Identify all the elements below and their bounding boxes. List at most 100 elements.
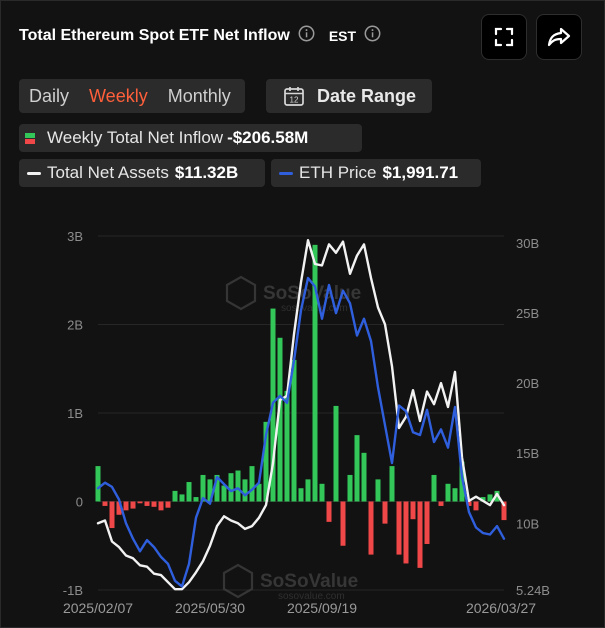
inflow-bar[interactable] (473, 501, 479, 511)
inflow-bar[interactable] (102, 501, 108, 506)
y-left-tick-label: 0 (76, 495, 83, 510)
date-range-button[interactable]: 12 Date Range (266, 79, 432, 113)
tab-weekly[interactable]: Weekly (89, 85, 148, 106)
y-right-tick-label: 5.24B (516, 583, 550, 598)
x-tick-label: 2025/02/07 (63, 600, 133, 616)
inflow-bar[interactable] (424, 501, 430, 544)
inflow-bar[interactable] (123, 501, 129, 511)
legend-assets-value: $11.32B (174, 163, 239, 182)
inflow-bar[interactable] (200, 474, 206, 502)
y-right-tick-label: 30B (516, 236, 539, 251)
inflow-bar[interactable] (256, 483, 262, 502)
fullscreen-button[interactable] (481, 14, 527, 60)
inflow-bar[interactable] (410, 501, 416, 520)
inflow-bar[interactable] (116, 501, 122, 515)
watermark-text: SoSoValue (263, 283, 361, 304)
inflow-bar[interactable] (179, 494, 185, 502)
inflow-bar[interactable] (375, 479, 381, 502)
chart-plot: 3B2B1B0-1B30B25B20B15B10B5.24BSoSoValues… (63, 229, 550, 616)
inflow-bar[interactable] (368, 501, 374, 555)
inflow-bar[interactable] (193, 497, 199, 502)
inflow-bar[interactable] (480, 497, 486, 502)
watermark-text: SoSoValue (260, 571, 358, 592)
inflow-bar[interactable] (158, 501, 164, 511)
inflow-bar[interactable] (214, 474, 220, 502)
inflow-bar[interactable] (165, 501, 171, 508)
inflow-bar[interactable] (228, 473, 234, 502)
inflow-bar[interactable] (487, 494, 493, 502)
inflow-bar[interactable] (347, 474, 353, 502)
x-tick-label: 2025/09/19 (287, 600, 357, 616)
eth-line-swatch-icon (279, 171, 293, 175)
inflow-bar[interactable] (389, 466, 395, 502)
y-right-tick-label: 25B (516, 306, 539, 321)
inflow-bar[interactable] (151, 501, 157, 507)
timezone-label: EST (328, 28, 357, 44)
calendar-day-text: 12 (290, 95, 299, 104)
inflow-bar[interactable] (382, 501, 388, 524)
inflow-bar[interactable] (501, 501, 507, 521)
inflow-bar[interactable] (361, 452, 367, 502)
inflow-bar[interactable] (144, 501, 150, 506)
inflow-bar[interactable] (172, 490, 178, 502)
inflow-bar[interactable] (263, 421, 269, 502)
inflow-bar[interactable] (333, 405, 339, 502)
inflow-bar[interactable] (354, 435, 360, 502)
sosovalue-logo-icon (222, 563, 254, 599)
x-tick-label: 2026/03/27 (466, 600, 536, 616)
y-right-tick-label: 15B (516, 446, 539, 461)
inflow-bar[interactable] (319, 483, 325, 502)
watermark-subtext: sosovalue.com (278, 591, 345, 602)
tab-monthly[interactable]: Monthly (167, 85, 231, 106)
share-button[interactable] (536, 14, 582, 60)
total-net-assets-line[interactable] (96, 239, 506, 591)
assets-line-swatch-icon (27, 171, 41, 175)
inflow-bar[interactable] (284, 390, 290, 502)
inflow-swatch-icon (25, 132, 35, 144)
y-left-tick-label: 1B (67, 406, 83, 421)
legend-assets-label: Total Net Assets (47, 163, 169, 182)
inflow-bar[interactable] (291, 359, 297, 502)
inflow-bar[interactable] (417, 501, 423, 568)
legend-eth[interactable]: ETH Price $1,991.71 (271, 159, 481, 187)
info-circle-icon[interactable] (298, 25, 315, 47)
inflow-bar[interactable] (466, 501, 472, 506)
share-icon (547, 27, 571, 47)
inflow-bar[interactable] (494, 490, 500, 502)
timezone-info-icon[interactable] (364, 25, 381, 47)
inflow-bar[interactable] (445, 483, 451, 502)
inflow-bar[interactable] (396, 501, 402, 555)
inflow-bar[interactable] (95, 466, 101, 502)
y-left-tick-label: 2B (67, 318, 83, 333)
inflow-bar[interactable] (137, 501, 143, 504)
inflow-bar[interactable] (326, 501, 332, 522)
calendar-icon: 12 (284, 87, 304, 106)
inflow-bar[interactable] (438, 501, 444, 506)
inflow-bar[interactable] (305, 479, 311, 502)
inflow-bar[interactable] (109, 501, 115, 529)
inflow-bar[interactable] (242, 479, 248, 502)
inflow-bar[interactable] (235, 470, 241, 502)
inflow-bar[interactable] (431, 474, 437, 502)
y-right-tick-label: 10B (516, 516, 539, 531)
chart-title: Total Ethereum Spot ETF Net Inflow (19, 27, 290, 44)
inflow-bar[interactable] (298, 488, 304, 502)
inflow-bar[interactable] (186, 482, 192, 502)
inflow-bar[interactable] (207, 479, 213, 502)
eth-price-line[interactable] (96, 276, 506, 588)
inflow-bar[interactable] (130, 501, 136, 509)
date-range-label: Date Range (317, 85, 417, 106)
legend-eth-value: $1,991.71 (382, 163, 459, 182)
inflow-bar[interactable] (277, 337, 283, 502)
legend-assets[interactable]: Total Net Assets $11.32B (19, 159, 265, 187)
inflow-bar[interactable] (340, 501, 346, 546)
legend-inflow-label: Weekly Total Net Inflow (47, 128, 224, 147)
inflow-bar[interactable] (221, 485, 227, 502)
legend-inflow[interactable]: Weekly Total Net Inflow -$206.58M (19, 124, 362, 152)
interval-tabs: Daily Weekly Monthly (19, 79, 245, 113)
tab-daily[interactable]: Daily (29, 85, 70, 106)
inflow-bar[interactable] (249, 466, 255, 502)
inflow-bar[interactable] (312, 244, 318, 502)
inflow-bar[interactable] (403, 501, 409, 564)
inflow-bar[interactable] (452, 488, 458, 502)
